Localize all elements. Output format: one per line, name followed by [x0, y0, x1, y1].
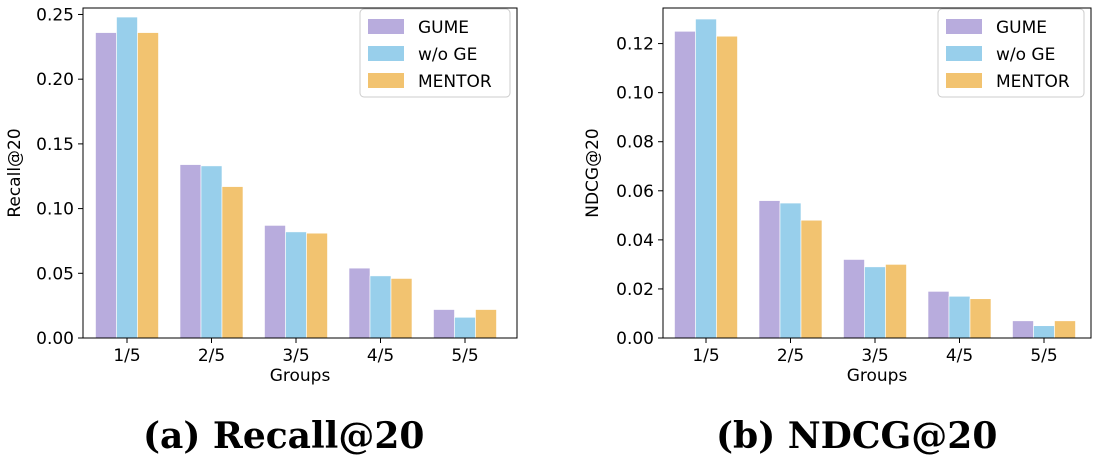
bar-mentor-3: [306, 232, 328, 339]
bar-woge-1: [695, 18, 717, 339]
bar-gume-5: [1012, 320, 1034, 339]
x-tick-label: 3/5: [282, 346, 309, 366]
y-tick-label: 0.00: [616, 329, 654, 349]
y-tick-label: 0.15: [36, 135, 74, 155]
legend-swatch-mentor: [946, 73, 982, 88]
y-tick-label: 0.10: [616, 84, 654, 104]
bar-woge-4: [948, 295, 971, 339]
y-tick-label: 0.08: [616, 133, 654, 153]
plot-frame: [662, 7, 1092, 339]
legend-label: GUME: [996, 18, 1047, 38]
bar-gume-2: [758, 200, 781, 339]
bar-mentor-4: [390, 278, 413, 339]
recall-chart: 0.00 0.05 0.10 0.15 0.20 0.25 1/5 2/5 3/5 4/5 5/5 G…: [5, 5, 518, 386]
bar-mentor-2: [800, 219, 823, 339]
x-tick-label: 2/5: [777, 346, 804, 366]
ndcg-chart: 0.00 0.02 0.04 0.06 0.08 0.10 0.12 1/5 2/5 3/5 4/5…: [583, 7, 1092, 386]
x-tick-label: 5/5: [1030, 346, 1057, 366]
legend-swatch-woge: [946, 46, 982, 61]
bar-woge-5: [1033, 325, 1055, 339]
bar-gume-1: [95, 32, 117, 339]
y-tick-label: 0.04: [616, 231, 654, 251]
legend-label: GUME: [418, 18, 469, 38]
x-tick-label: 1/5: [692, 346, 719, 366]
y-tick-label: 0.12: [616, 35, 654, 55]
bar-woge-1: [116, 16, 138, 339]
bar-mentor-4: [969, 298, 992, 339]
x-axis-label: Groups: [847, 366, 908, 386]
legend-label: MENTOR: [996, 72, 1070, 92]
x-tick-label: 4/5: [946, 346, 973, 366]
bar-woge-3: [285, 231, 307, 339]
y-tick-label: 0.05: [36, 264, 74, 284]
ndcg-caption: (b) NDCG@20: [716, 415, 998, 457]
legend-swatch-gume: [368, 19, 404, 34]
bar-mentor-3: [885, 264, 907, 339]
bar-mentor-1: [137, 32, 159, 339]
x-tick-label: 4/5: [367, 346, 394, 366]
bar-mentor-5: [475, 309, 497, 339]
legend-label: MENTOR: [418, 72, 492, 92]
y-tick-label: 0.06: [616, 182, 654, 202]
bar-mentor-2: [221, 186, 244, 339]
bar-woge-2: [200, 165, 223, 339]
bar-woge-4: [369, 275, 392, 339]
legend-label: w/o GE: [996, 45, 1055, 65]
y-tick-label: 0.20: [36, 70, 74, 90]
bar-gume-4: [348, 267, 371, 339]
x-tick-label: 3/5: [861, 346, 888, 366]
bar-gume-5: [433, 309, 455, 339]
y-tick-label: 0.10: [36, 200, 74, 220]
bar-mentor-1: [716, 35, 738, 339]
bar-gume-1: [674, 31, 696, 339]
x-axis-label: Groups: [270, 366, 331, 386]
bar-woge-3: [864, 266, 886, 339]
legend-label: w/o GE: [418, 45, 477, 65]
legend-swatch-gume: [946, 19, 982, 34]
x-tick-label: 5/5: [451, 346, 478, 366]
bar-gume-2: [179, 164, 202, 339]
legend-swatch-mentor: [368, 73, 404, 88]
x-tick-label: 1/5: [113, 346, 140, 366]
y-tick-label: 0.00: [36, 329, 74, 349]
y-tick-label: 0.25: [36, 5, 74, 25]
bar-gume-3: [264, 225, 286, 339]
bar-woge-2: [779, 202, 802, 339]
bar-gume-4: [927, 291, 950, 339]
bar-mentor-5: [1054, 320, 1076, 339]
bar-gume-3: [843, 259, 865, 339]
y-axis-label: Recall@20: [5, 128, 25, 217]
legend-swatch-woge: [368, 46, 404, 61]
plot-frame: [82, 7, 518, 339]
x-tick-label: 2/5: [198, 346, 225, 366]
y-tick-label: 0.02: [616, 280, 654, 300]
y-axis-label: NDCG@20: [583, 128, 603, 217]
recall-caption: (a) Recall@20: [143, 415, 425, 457]
bar-woge-5: [454, 316, 476, 339]
